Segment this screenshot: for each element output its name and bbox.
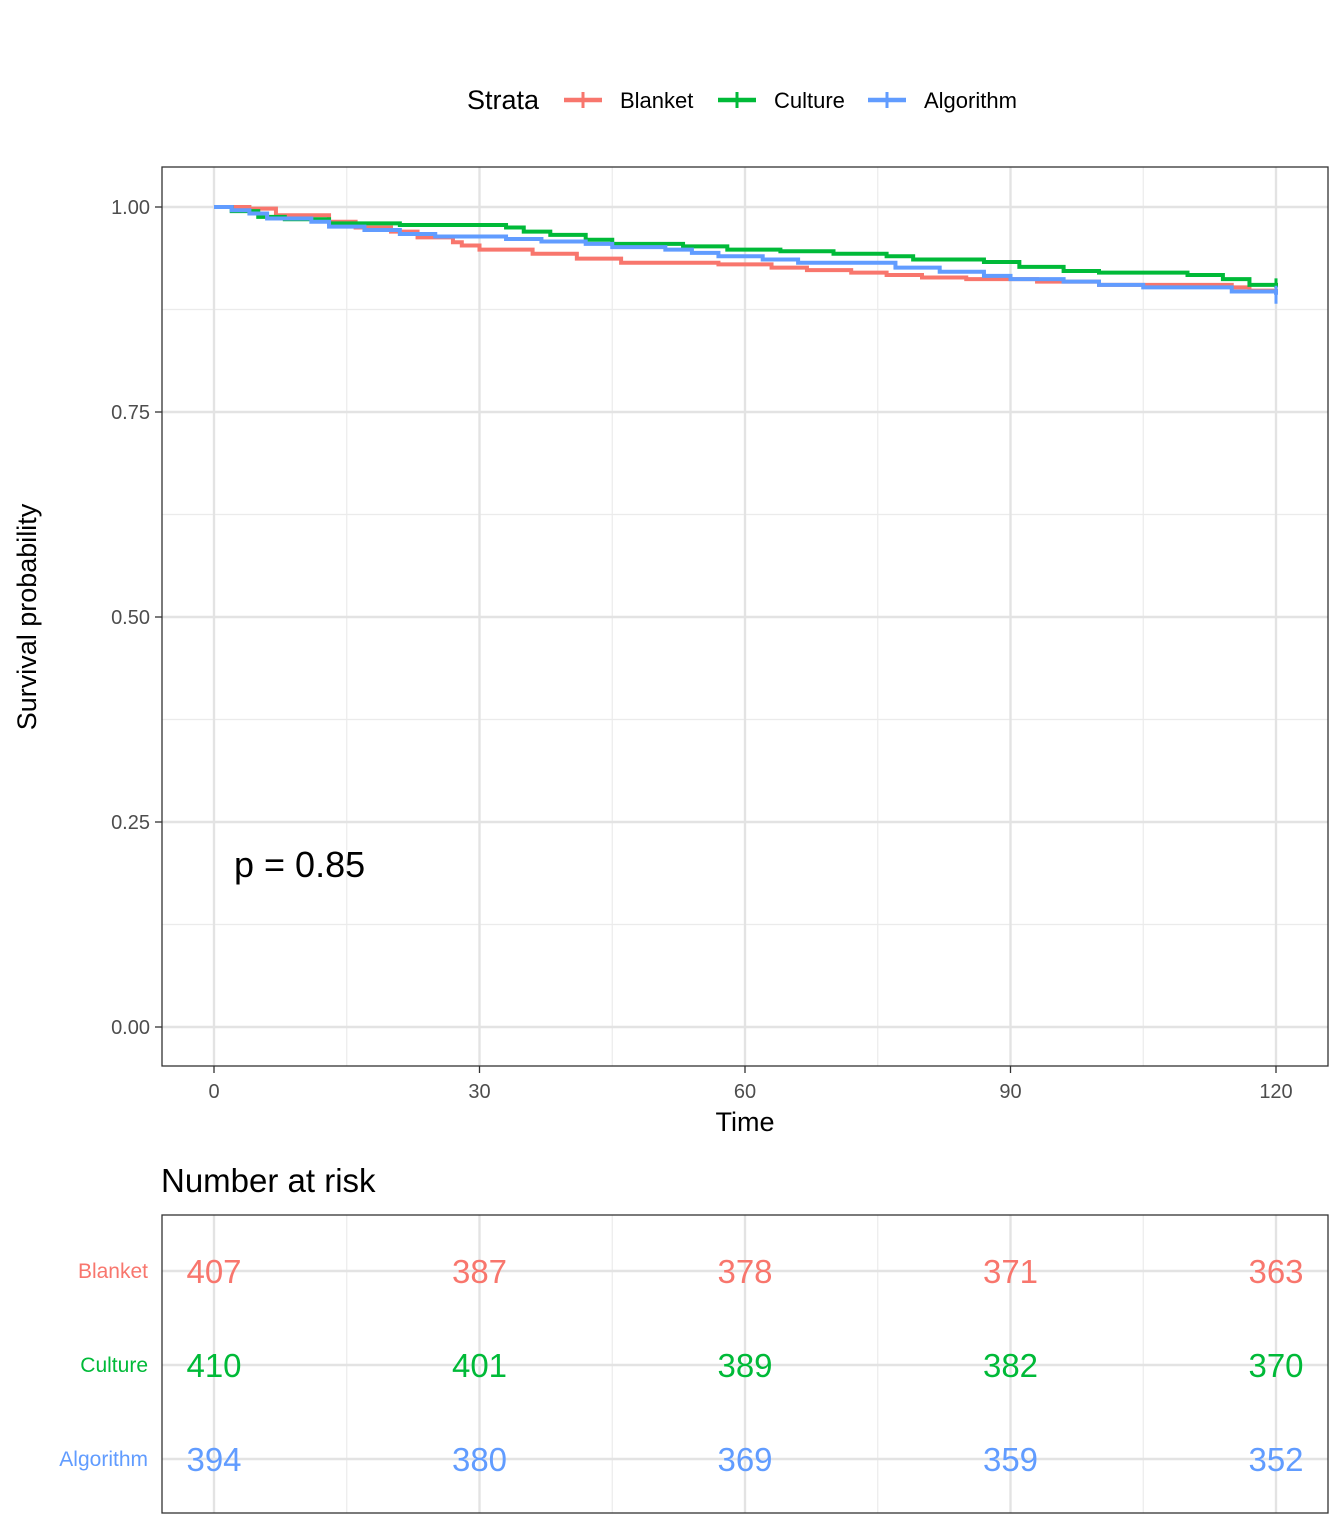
risk-table: Number at risk 407 387 378 371 363 410 401 389 3… xyxy=(59,1162,1329,1514)
x-tick-label: 60 xyxy=(734,1081,756,1103)
risk-cell: 370 xyxy=(1248,1347,1303,1384)
risk-cell: 387 xyxy=(452,1253,507,1290)
x-axis-title: Time xyxy=(716,1107,775,1137)
risk-cell: 410 xyxy=(186,1347,241,1384)
legend-label: Culture xyxy=(774,88,845,113)
risk-cell: 401 xyxy=(452,1347,507,1384)
y-tick-label: 0.50 xyxy=(111,607,150,629)
legend-item-culture: Culture xyxy=(718,88,845,113)
risk-cell: 382 xyxy=(983,1347,1038,1384)
risk-cell: 371 xyxy=(983,1253,1038,1290)
risk-cell: 378 xyxy=(717,1253,772,1290)
p-value-annotation: p = 0.85 xyxy=(234,844,365,885)
legend-item-algorithm: Algorithm xyxy=(868,88,1017,113)
y-axis-title: Survival probability xyxy=(12,503,42,730)
risk-cell: 363 xyxy=(1248,1253,1303,1290)
legend-label: Blanket xyxy=(620,88,693,113)
y-tick-label: 0.75 xyxy=(111,402,150,424)
risk-cell: 380 xyxy=(452,1441,507,1478)
risk-row-label-culture: Culture xyxy=(80,1354,148,1377)
risk-row-label-blanket: Blanket xyxy=(78,1260,148,1283)
risk-cell: 369 xyxy=(717,1441,772,1478)
y-tick-label: 0.00 xyxy=(111,1017,150,1039)
legend-title: Strata xyxy=(467,85,540,115)
x-tick-label: 30 xyxy=(468,1081,490,1103)
risk-cell: 389 xyxy=(717,1347,772,1384)
risk-cell: 352 xyxy=(1248,1441,1303,1478)
risk-table-border xyxy=(161,1214,1329,1514)
risk-cell: 359 xyxy=(983,1441,1038,1478)
risk-row-label-algorithm: Algorithm xyxy=(59,1448,148,1471)
x-tick-label: 90 xyxy=(999,1081,1021,1103)
plot-panel: 0.00 0.25 0.50 0.75 1.00 0 30 60 90 120 p = 0.85… xyxy=(12,166,1329,1137)
x-tick-label: 0 xyxy=(208,1081,219,1103)
survival-curve-algorithm xyxy=(214,205,1278,295)
y-tick-label: 1.00 xyxy=(111,197,150,219)
x-tick-label: 120 xyxy=(1259,1081,1292,1103)
risk-cell: 407 xyxy=(186,1253,241,1290)
y-tick-label: 0.25 xyxy=(111,812,150,834)
risk-table-title: Number at risk xyxy=(161,1162,376,1199)
legend-label: Algorithm xyxy=(924,88,1017,113)
legend: Strata Blanket Culture Algorithm xyxy=(467,85,1017,115)
legend-item-blanket: Blanket xyxy=(564,88,693,113)
risk-cell: 394 xyxy=(186,1441,241,1478)
